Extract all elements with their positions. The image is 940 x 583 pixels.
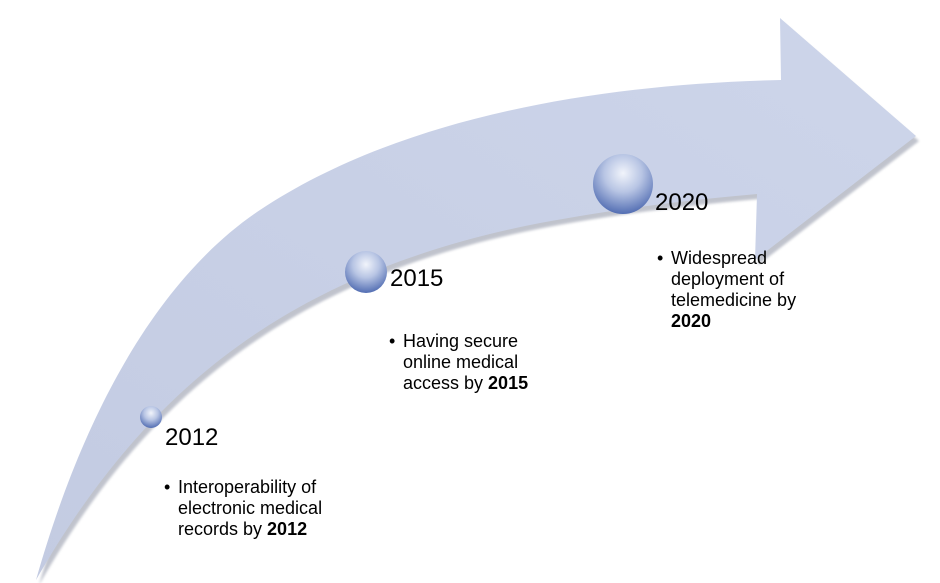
milestone-year: 2020: [655, 189, 709, 216]
milestone-2020-circle: [593, 154, 653, 214]
description-year: 2015: [488, 373, 529, 393]
description-text: Interoperability of electronic medical r…: [178, 477, 323, 539]
milestone-description: Widespread deployment of telemedicine by…: [657, 248, 817, 332]
milestone-2015-circle: [345, 251, 387, 293]
milestone-description: Having secure online medical access by 2…: [389, 331, 564, 394]
milestone-year: 2012: [165, 424, 219, 451]
timeline-arrow: [36, 18, 916, 580]
description-text: Having secure online medical access by: [403, 331, 519, 393]
milestone-bullet: Widespread deployment of telemedicine by…: [657, 248, 817, 332]
milestone-2012-circle: [140, 406, 162, 428]
milestone-bullet: Having secure online medical access by 2…: [389, 331, 564, 394]
milestone-bullet: Interoperability of electronic medical r…: [164, 477, 364, 540]
milestone-description: Interoperability of electronic medical r…: [164, 477, 364, 540]
description-text: Widespread deployment of telemedicine by: [671, 248, 797, 310]
milestone-year: 2015: [390, 265, 444, 292]
description-year: 2020: [671, 311, 712, 331]
description-year: 2012: [267, 519, 308, 539]
